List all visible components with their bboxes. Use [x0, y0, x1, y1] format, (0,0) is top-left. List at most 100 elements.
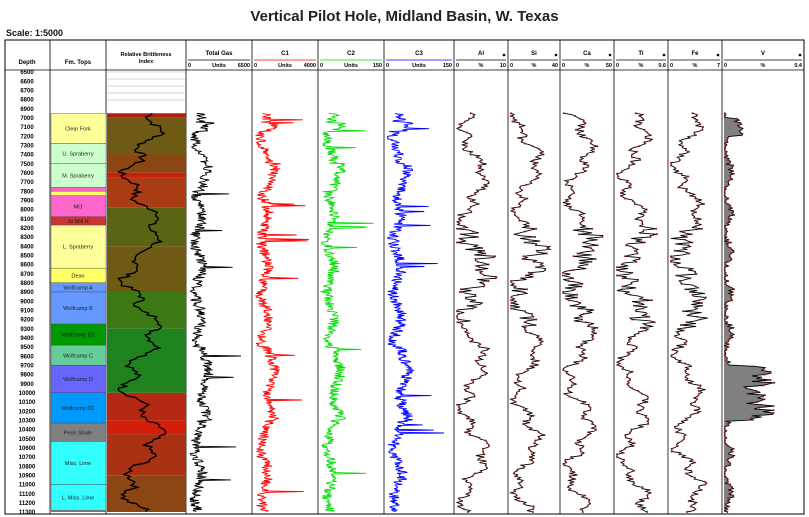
- track-point-al: [456, 403, 459, 406]
- track-point-al: [457, 214, 460, 216]
- track-point-ti: [627, 354, 629, 357]
- track-point-ti: [629, 293, 632, 296]
- track-point-ca: [574, 128, 577, 131]
- track-point-si: [531, 362, 534, 365]
- track-point-si: [517, 293, 520, 296]
- track-point-v: [769, 370, 772, 373]
- track-point-si: [536, 161, 539, 164]
- track-point-ca: [568, 194, 571, 197]
- track-point-ca: [570, 205, 572, 208]
- track-point-ti: [625, 181, 628, 183]
- track-point-al: [484, 464, 487, 467]
- track-point-fe: [680, 420, 683, 423]
- track-point-ca: [580, 285, 583, 288]
- track-point-fe: [677, 332, 680, 335]
- track-point-fe: [695, 115, 698, 117]
- depth-tick-label: 11200: [19, 501, 36, 507]
- track-point-ti: [629, 439, 632, 442]
- brittleness-band: [107, 420, 186, 435]
- track-point-v: [725, 227, 728, 230]
- track-point-al: [479, 170, 482, 172]
- track-point-v: [728, 453, 730, 456]
- track-point-fe: [675, 431, 678, 434]
- track-point-v: [760, 376, 763, 379]
- track-point-ca: [589, 142, 592, 145]
- track-point-al: [470, 423, 473, 425]
- track-point-v: [727, 445, 730, 447]
- track-point-v: [746, 392, 749, 395]
- track-point-al: [457, 406, 460, 409]
- track-point-v: [726, 307, 729, 310]
- track-point-ti: [637, 216, 640, 219]
- track-point-v: [731, 299, 733, 302]
- track-point-al: [473, 395, 476, 398]
- track-point-v: [726, 480, 729, 483]
- track-point-v: [732, 170, 734, 172]
- track-point-si: [521, 258, 524, 260]
- track-point-si: [521, 486, 524, 489]
- depth-tick-label: 8300: [20, 235, 34, 241]
- track-point-al: [486, 348, 489, 351]
- track-point-fe: [694, 208, 697, 211]
- track-point-si: [524, 387, 527, 390]
- track-point-ti: [619, 178, 622, 181]
- track-point-v: [727, 497, 730, 500]
- track-point-ti: [620, 194, 622, 197]
- track-point-ti: [631, 478, 634, 480]
- track-point-ti: [620, 461, 623, 464]
- track-point-al: [477, 164, 480, 167]
- track-point-ti: [645, 313, 648, 315]
- track-point-al: [467, 387, 470, 390]
- track-max-si: 40: [552, 63, 558, 69]
- track-point-al: [484, 365, 487, 368]
- track-point-si: [518, 123, 521, 126]
- track-point-si: [529, 458, 532, 461]
- track-point-si: [513, 489, 516, 491]
- track-point-ca: [580, 211, 583, 214]
- track-point-v: [725, 420, 728, 423]
- track-point-v: [729, 241, 732, 244]
- track-point-al: [483, 249, 486, 252]
- track-point-v: [724, 200, 727, 203]
- track-point-si: [539, 263, 542, 266]
- track-point-si: [540, 343, 543, 346]
- track-point-fe: [684, 288, 687, 291]
- track-point-ca: [586, 263, 589, 266]
- track-point-ti: [627, 381, 630, 384]
- track-point-si: [527, 271, 530, 274]
- track-point-fe: [670, 260, 672, 263]
- track-point-ca: [567, 486, 569, 489]
- track-point-si: [511, 120, 514, 123]
- track-point-al: [483, 183, 486, 186]
- track-point-fe: [677, 170, 680, 172]
- track-point-al: [470, 483, 473, 486]
- track-point-ti: [621, 170, 624, 172]
- track-point-si: [510, 302, 513, 304]
- track-point-ca: [582, 219, 585, 222]
- track-point-al: [470, 194, 473, 197]
- track-point-ca: [585, 137, 588, 139]
- track-point-ti: [623, 197, 626, 200]
- track-point-fe: [696, 398, 698, 401]
- track-point-al: [481, 178, 484, 181]
- formation-label: L. Spraberry: [63, 245, 94, 251]
- track-point-ca: [582, 120, 585, 123]
- track-point-al: [484, 439, 487, 442]
- track-point-ca: [571, 178, 574, 181]
- track-point-v: [728, 255, 731, 258]
- track-point-ca: [571, 381, 574, 384]
- track-point-ca: [583, 494, 586, 497]
- track-point-ca: [589, 406, 592, 409]
- track-point-v: [724, 310, 727, 313]
- track-point-ca: [585, 497, 588, 500]
- track-point-v: [727, 340, 729, 343]
- brittleness-band: [107, 328, 186, 393]
- track-point-ca: [578, 354, 581, 357]
- track-point-ca: [582, 241, 585, 244]
- track-point-v: [731, 167, 734, 170]
- track-point-ca: [571, 189, 574, 192]
- track-point-si: [529, 332, 532, 335]
- track-point-ti: [639, 409, 642, 412]
- track-point-si: [517, 137, 520, 139]
- track-point-al: [467, 335, 470, 337]
